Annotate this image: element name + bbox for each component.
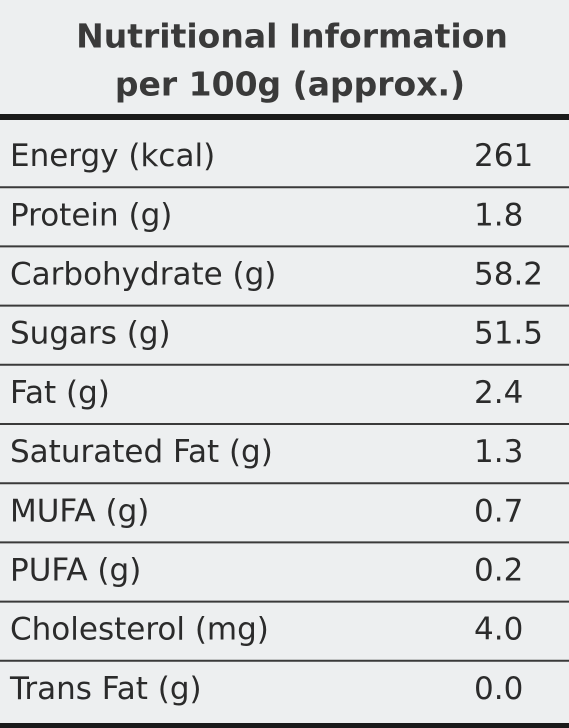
bottom-rule — [0, 723, 569, 728]
nutrient-value: 4.0 — [474, 612, 523, 648]
nutrient-value: 0.7 — [474, 493, 523, 529]
nutrient-label: Saturated Fat (g) — [10, 434, 273, 470]
nutrient-value: 0.0 — [474, 671, 523, 707]
nutrient-value: 51.5 — [474, 316, 543, 352]
nutrient-value: 0.2 — [474, 553, 523, 589]
nutrient-label: PUFA (g) — [10, 553, 141, 589]
nutrient-label: Carbohydrate (g) — [10, 257, 276, 293]
nutrient-label: Protein (g) — [10, 197, 172, 233]
nutrient-label: Trans Fat (g) — [9, 671, 202, 707]
nutrient-value: 58.2 — [474, 257, 543, 293]
nutrient-label: Cholesterol (mg) — [10, 612, 269, 648]
nutrient-value: 1.3 — [474, 434, 523, 470]
nutrient-value: 1.8 — [474, 197, 523, 233]
nutrient-label: Energy (kcal) — [10, 138, 215, 174]
table: Energy (kcal) 261 Protein (g) 1.8 Carbohydra… — [0, 138, 569, 707]
nutrient-label: MUFA (g) — [10, 493, 149, 529]
nutrient-value: 261 — [474, 138, 533, 174]
title: Nutritional Information — [76, 17, 508, 56]
nutrient-label: Fat (g) — [10, 375, 110, 411]
subtitle: per 100g (approx.) — [115, 65, 465, 104]
nutrient-label: Sugars (g) — [10, 316, 171, 352]
header-rule — [0, 114, 569, 120]
nutrient-value: 2.4 — [474, 375, 523, 411]
